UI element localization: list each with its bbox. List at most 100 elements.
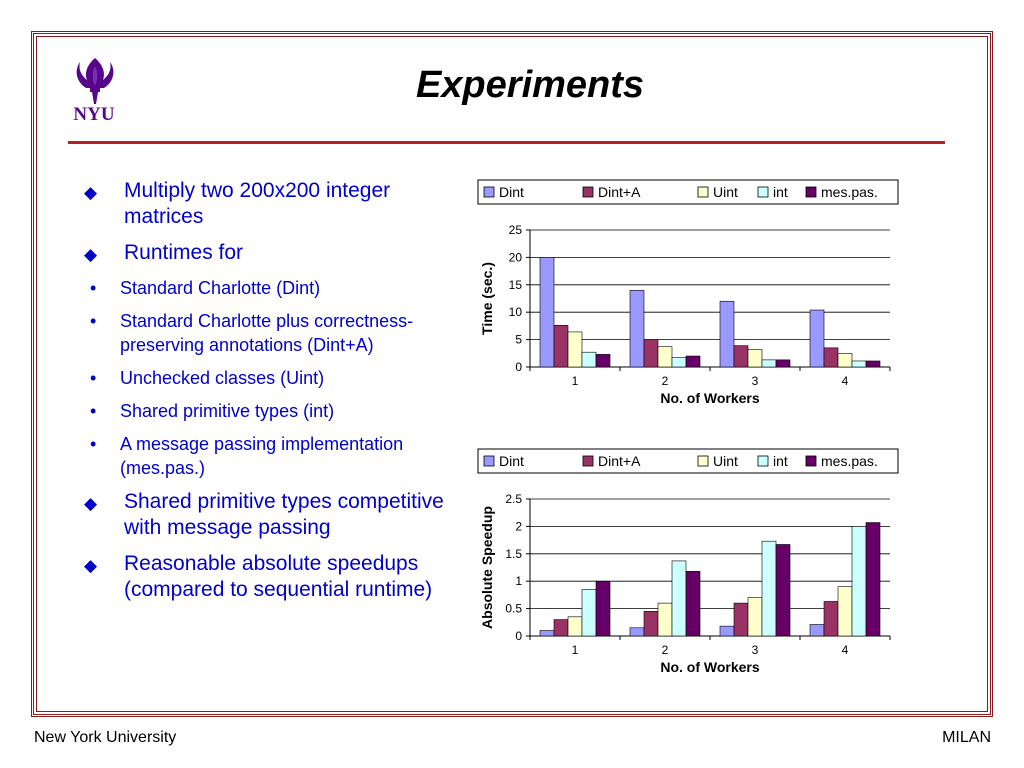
diamond-bullet-icon: ◆ (84, 245, 98, 264)
slide-frame-inner (36, 36, 988, 712)
bar-uint (657, 602, 673, 637)
logo-text: NYU (73, 104, 115, 125)
bar-int (851, 526, 867, 637)
diamond-bullet-icon: ◆ (84, 556, 98, 575)
title-rule (68, 141, 945, 144)
bullet-text: Reasonable absolute speedups (compared t… (124, 552, 433, 601)
bar-dint-a (553, 619, 569, 637)
legend-swatch (582, 455, 594, 467)
y-tick-label: 0 (515, 360, 522, 374)
y-axis-label: Absolute Speedup (479, 506, 495, 629)
y-tick-label: 5 (515, 333, 522, 347)
x-tick-label: 2 (662, 643, 669, 657)
y-tick-label: 0.5 (505, 602, 522, 616)
x-tick-label: 2 (662, 374, 669, 388)
legend-swatch (483, 186, 495, 198)
legend-label: mes.pas. (821, 184, 878, 200)
y-tick-label: 1 (515, 574, 522, 588)
bar-dint-a (553, 325, 569, 368)
bullet-text: Shared primitive types competitive with … (124, 490, 444, 539)
x-axis-label: No. of Workers (660, 390, 760, 406)
bar-dint (719, 300, 735, 368)
legend-label: Dint (499, 184, 524, 200)
bar-mes-pas- (865, 360, 881, 368)
bar-dint-a (643, 611, 659, 637)
bar-dint (629, 289, 645, 368)
legend-label: Uint (713, 184, 738, 200)
x-axis-label: No. of Workers (660, 659, 760, 675)
runtime-bar-chart: Dint Dint+A Uint int mes.pas. 0 5 10 15 20 25 1 2 3 4 N… (477, 179, 899, 406)
bar-dint (809, 309, 825, 368)
bar-dint (809, 624, 825, 637)
legend-label: mes.pas. (821, 453, 878, 469)
bullet-item: ◆ Shared primitive types competitive with… (78, 489, 458, 541)
sub-bullet-text: Unchecked classes (Uint) (120, 368, 325, 388)
sub-bullet-item: • A message passing implementation (mes.p… (32, 432, 458, 480)
sub-bullet-text: Shared primitive types (int) (120, 401, 335, 421)
bar-uint (567, 616, 583, 637)
legend-box (477, 179, 899, 205)
bar-dint-a (823, 347, 839, 368)
x-tick-label: 3 (752, 643, 759, 657)
bar-int (851, 360, 867, 368)
bar-mes-pas- (775, 359, 791, 368)
bar-dint-a (733, 602, 749, 637)
bar-mes-pas- (865, 522, 881, 637)
bullet-item: ◆ Reasonable absolute speedups (compared … (78, 551, 458, 603)
y-tick-label: 2 (515, 519, 522, 533)
dot-bullet-icon: • (90, 434, 97, 454)
sub-bullet-text: Standard Charlotte plus correctness-pres… (120, 311, 414, 355)
legend-label: int (773, 184, 788, 200)
legend-label: Dint+A (598, 453, 641, 469)
dot-bullet-icon: • (90, 278, 97, 298)
y-tick-label: 10 (509, 305, 523, 319)
plot-area: 0 5 10 15 20 25 1 2 3 4 (509, 223, 891, 388)
legend-swatch (697, 455, 709, 467)
sub-bullet-text: Standard Charlotte (Dint) (120, 278, 321, 298)
dot-bullet-icon: • (90, 401, 97, 421)
sub-bullet-text: A message passing implementation (mes.pa… (120, 434, 404, 478)
legend-label: int (773, 453, 788, 469)
bar-uint (837, 353, 853, 368)
legend-swatch (697, 186, 709, 198)
bar-mes-pas- (685, 571, 701, 637)
legend-swatch (805, 186, 817, 198)
bar-dint-a (733, 345, 749, 368)
bar-int (581, 589, 597, 637)
y-tick-label: 1.5 (505, 547, 522, 561)
y-tick-label: 2.5 (505, 492, 522, 506)
footer-organization: New York University (34, 729, 177, 746)
bar-int (761, 540, 777, 637)
bar-mes-pas- (595, 354, 611, 368)
legend-swatch (757, 455, 769, 467)
chart-legend: Dint Dint+A Uint int mes.pas. (477, 448, 899, 474)
bar-mes-pas- (775, 544, 791, 637)
bar-uint (747, 597, 763, 637)
speedup-bar-chart: Dint Dint+A Uint int mes.pas. 0 0.5 1 1.5 2 2.5 1 2 3… (477, 448, 899, 675)
bar-uint (837, 586, 853, 637)
bullet-item: ◆ Multiply two 200x200 integer matrices (78, 178, 458, 230)
y-axis-label: Time (sec.) (479, 262, 495, 335)
dot-bullet-icon: • (90, 368, 97, 388)
nyu-torch-icon (76, 58, 114, 104)
bar-dint-a (823, 601, 839, 637)
bullet-list: ◆ Multiply two 200x200 integer matrices ◆… (78, 178, 458, 613)
bar-dint-a (643, 339, 659, 368)
slide-title: Experiments (415, 64, 645, 106)
bar-mes-pas- (685, 355, 701, 368)
legend-label: Uint (713, 453, 738, 469)
bullet-item: ◆ Runtimes for (78, 240, 458, 266)
bar-uint (657, 346, 673, 368)
bar-dint (539, 257, 555, 368)
legend-box (477, 448, 899, 474)
y-tick-label: 25 (509, 223, 523, 237)
slide-frame (31, 31, 993, 717)
bar-dint (629, 627, 645, 637)
bar-int (671, 560, 687, 637)
sub-bullet-item: • Unchecked classes (Uint) (32, 366, 458, 390)
bullet-text: Runtimes for (124, 241, 244, 264)
x-tick-label: 3 (752, 374, 759, 388)
x-tick-label: 1 (572, 643, 579, 657)
legend-swatch (483, 455, 495, 467)
footer-group: MILAN (942, 729, 991, 746)
